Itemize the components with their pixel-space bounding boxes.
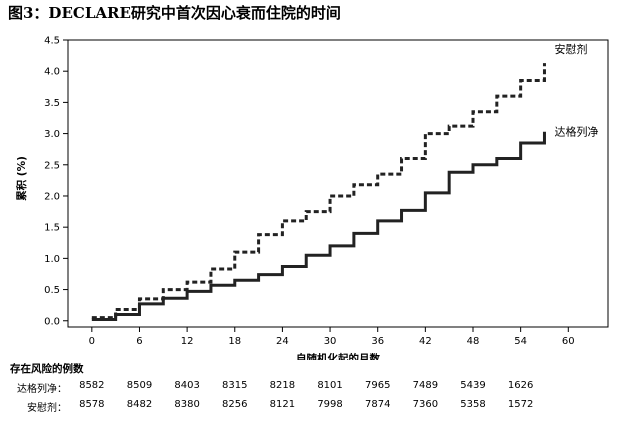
risk-value: 8578 [79,399,105,410]
risk-row-label: 安慰剂： [27,403,67,414]
x-tick-label: 42 [419,336,432,347]
y-tick-label: 3.0 [44,129,60,140]
x-tick-label: 48 [467,336,480,347]
risk-value: 8482 [126,399,153,410]
risk-value: 8218 [269,380,296,391]
risk-value: 5439 [460,380,486,391]
y-axis: 0.0 0.5 1.0 1.5 2.0 2.5 3.0 3.5 4.0 4.5 [44,36,68,327]
y-tick-label: 0.5 [44,285,60,296]
risk-row-label: 达格列净： [17,384,67,395]
risk-value: 8380 [174,399,200,410]
x-tick-label: 24 [276,336,289,347]
risk-value: 5358 [460,399,486,410]
risk-row: 安慰剂： 8578 8482 8380 8256 8121 7998 7874 7360 5358… [0,399,617,414]
x-tick-label: 54 [514,336,527,347]
risk-table-header: 存在风险的例数 [10,363,84,375]
series-line-2 [91,131,546,322]
x-axis-title: 自随机化起的月数 [296,352,380,360]
x-tick-label: 18 [228,336,241,347]
risk-value: 7874 [364,399,391,410]
chart-plot: 0.0 0.5 1.0 1.5 2.0 2.5 3.0 3.5 4.0 4.5 0 6 12 18 24 3… [15,36,609,360]
x-tick-label: 12 [181,336,194,347]
y-tick-label: 2.5 [44,160,60,171]
series-label-2: 达格列净 [554,125,598,139]
y-tick-label: 4.5 [44,36,60,47]
y-tick-label: 2.0 [44,191,60,202]
y-tick-label: 1.0 [44,254,60,265]
x-tick-label: 6 [136,336,142,347]
series-line-1 [91,63,546,320]
risk-value: 8509 [126,380,153,391]
risk-value: 8315 [222,380,248,391]
y-tick-label: 3.5 [44,98,60,109]
x-tick-label: 30 [324,336,337,347]
y-tick-label: 4.0 [44,67,60,78]
risk-value: 7998 [317,399,343,410]
x-axis: 0 6 12 18 24 30 36 42 48 54 60 [89,327,575,347]
risk-value: 8101 [317,380,343,391]
x-tick-label: 36 [371,336,384,347]
x-tick-label: 0 [89,336,95,347]
x-tick-label: 60 [562,336,575,347]
risk-value: 1572 [507,399,534,410]
risk-value: 8121 [269,399,296,410]
risk-value: 8582 [79,380,105,391]
risk-value: 7489 [412,380,439,391]
plot-frame [67,39,609,328]
figure-title: 图3：DECLARE研究中首次因心衰而住院的时间 [8,4,341,22]
risk-value: 8256 [222,399,248,410]
risk-value: 7360 [412,399,439,410]
risk-value: 1626 [507,380,534,391]
risk-value: 8403 [174,380,200,391]
y-tick-label: 0.0 [44,316,60,327]
series-label-1: 安慰剂 [554,42,587,56]
risk-row: 达格列净： 8582 8509 8403 8315 8218 8101 7965 7489 543… [0,380,617,395]
y-tick-label: 1.5 [44,223,60,234]
y-axis-title: 累积 (%) [15,156,28,201]
risk-value: 7965 [364,380,391,391]
